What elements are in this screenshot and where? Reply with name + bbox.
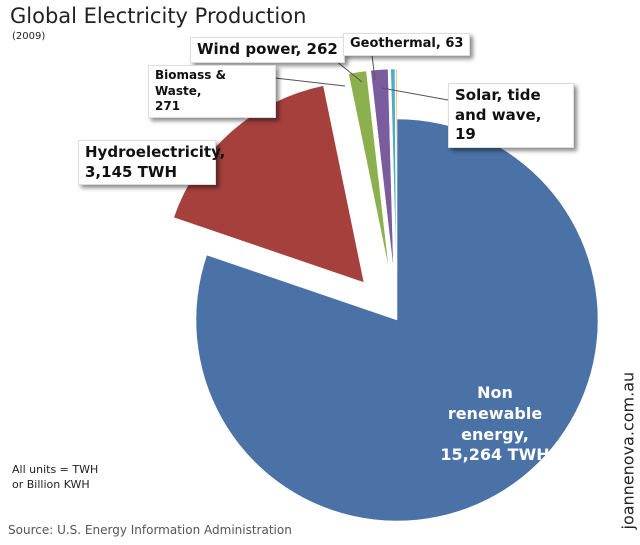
slice-label: Biomass & Waste, 271 xyxy=(148,65,276,118)
slice-label: Wind power, 262 xyxy=(190,37,345,63)
category-label: Hydroelectricity, xyxy=(85,143,226,161)
slice-label: Non renewable energy, 15,264 TWH xyxy=(428,383,562,466)
leader-line xyxy=(274,77,346,87)
slice-label: Geothermal, 63 xyxy=(343,33,471,56)
pie-slice xyxy=(370,68,394,271)
category-label: Geothermal, xyxy=(350,36,441,51)
chart-subtitle: (2009) xyxy=(12,31,46,42)
chart-title: Global Electricity Production xyxy=(10,4,307,28)
pie-slice xyxy=(195,118,599,522)
source: Source: U.S. Energy Information Administ… xyxy=(8,523,292,537)
category-label: Wind power, xyxy=(197,40,302,58)
note: All units = TWH or Billion KWH xyxy=(12,463,99,492)
pie-slice xyxy=(173,85,365,283)
value-label: 3,145 TWH xyxy=(85,162,177,181)
pie xyxy=(173,68,599,522)
pie-slice xyxy=(395,68,398,271)
value-label: 63 xyxy=(445,36,464,51)
pie-slice xyxy=(348,70,390,271)
watermark: joannenova.com.au xyxy=(618,371,638,530)
category-label: Solar, tide and wave, xyxy=(455,86,542,124)
slice-label: Solar, tide and wave, 19 xyxy=(448,83,574,148)
slice-label: Hydroelectricity, 3,145 TWH xyxy=(78,140,226,185)
value-label: 15,264 TWH xyxy=(440,445,550,465)
value-label: 19 xyxy=(455,125,476,143)
category-label: Biomass & Waste, xyxy=(155,68,227,98)
leader-line xyxy=(381,87,449,101)
value-label: 262 xyxy=(306,40,338,58)
value-label: 271 xyxy=(155,99,181,114)
category-label: Non renewable energy, xyxy=(447,383,543,444)
leader-line xyxy=(371,54,376,81)
pie-slice xyxy=(390,68,397,271)
